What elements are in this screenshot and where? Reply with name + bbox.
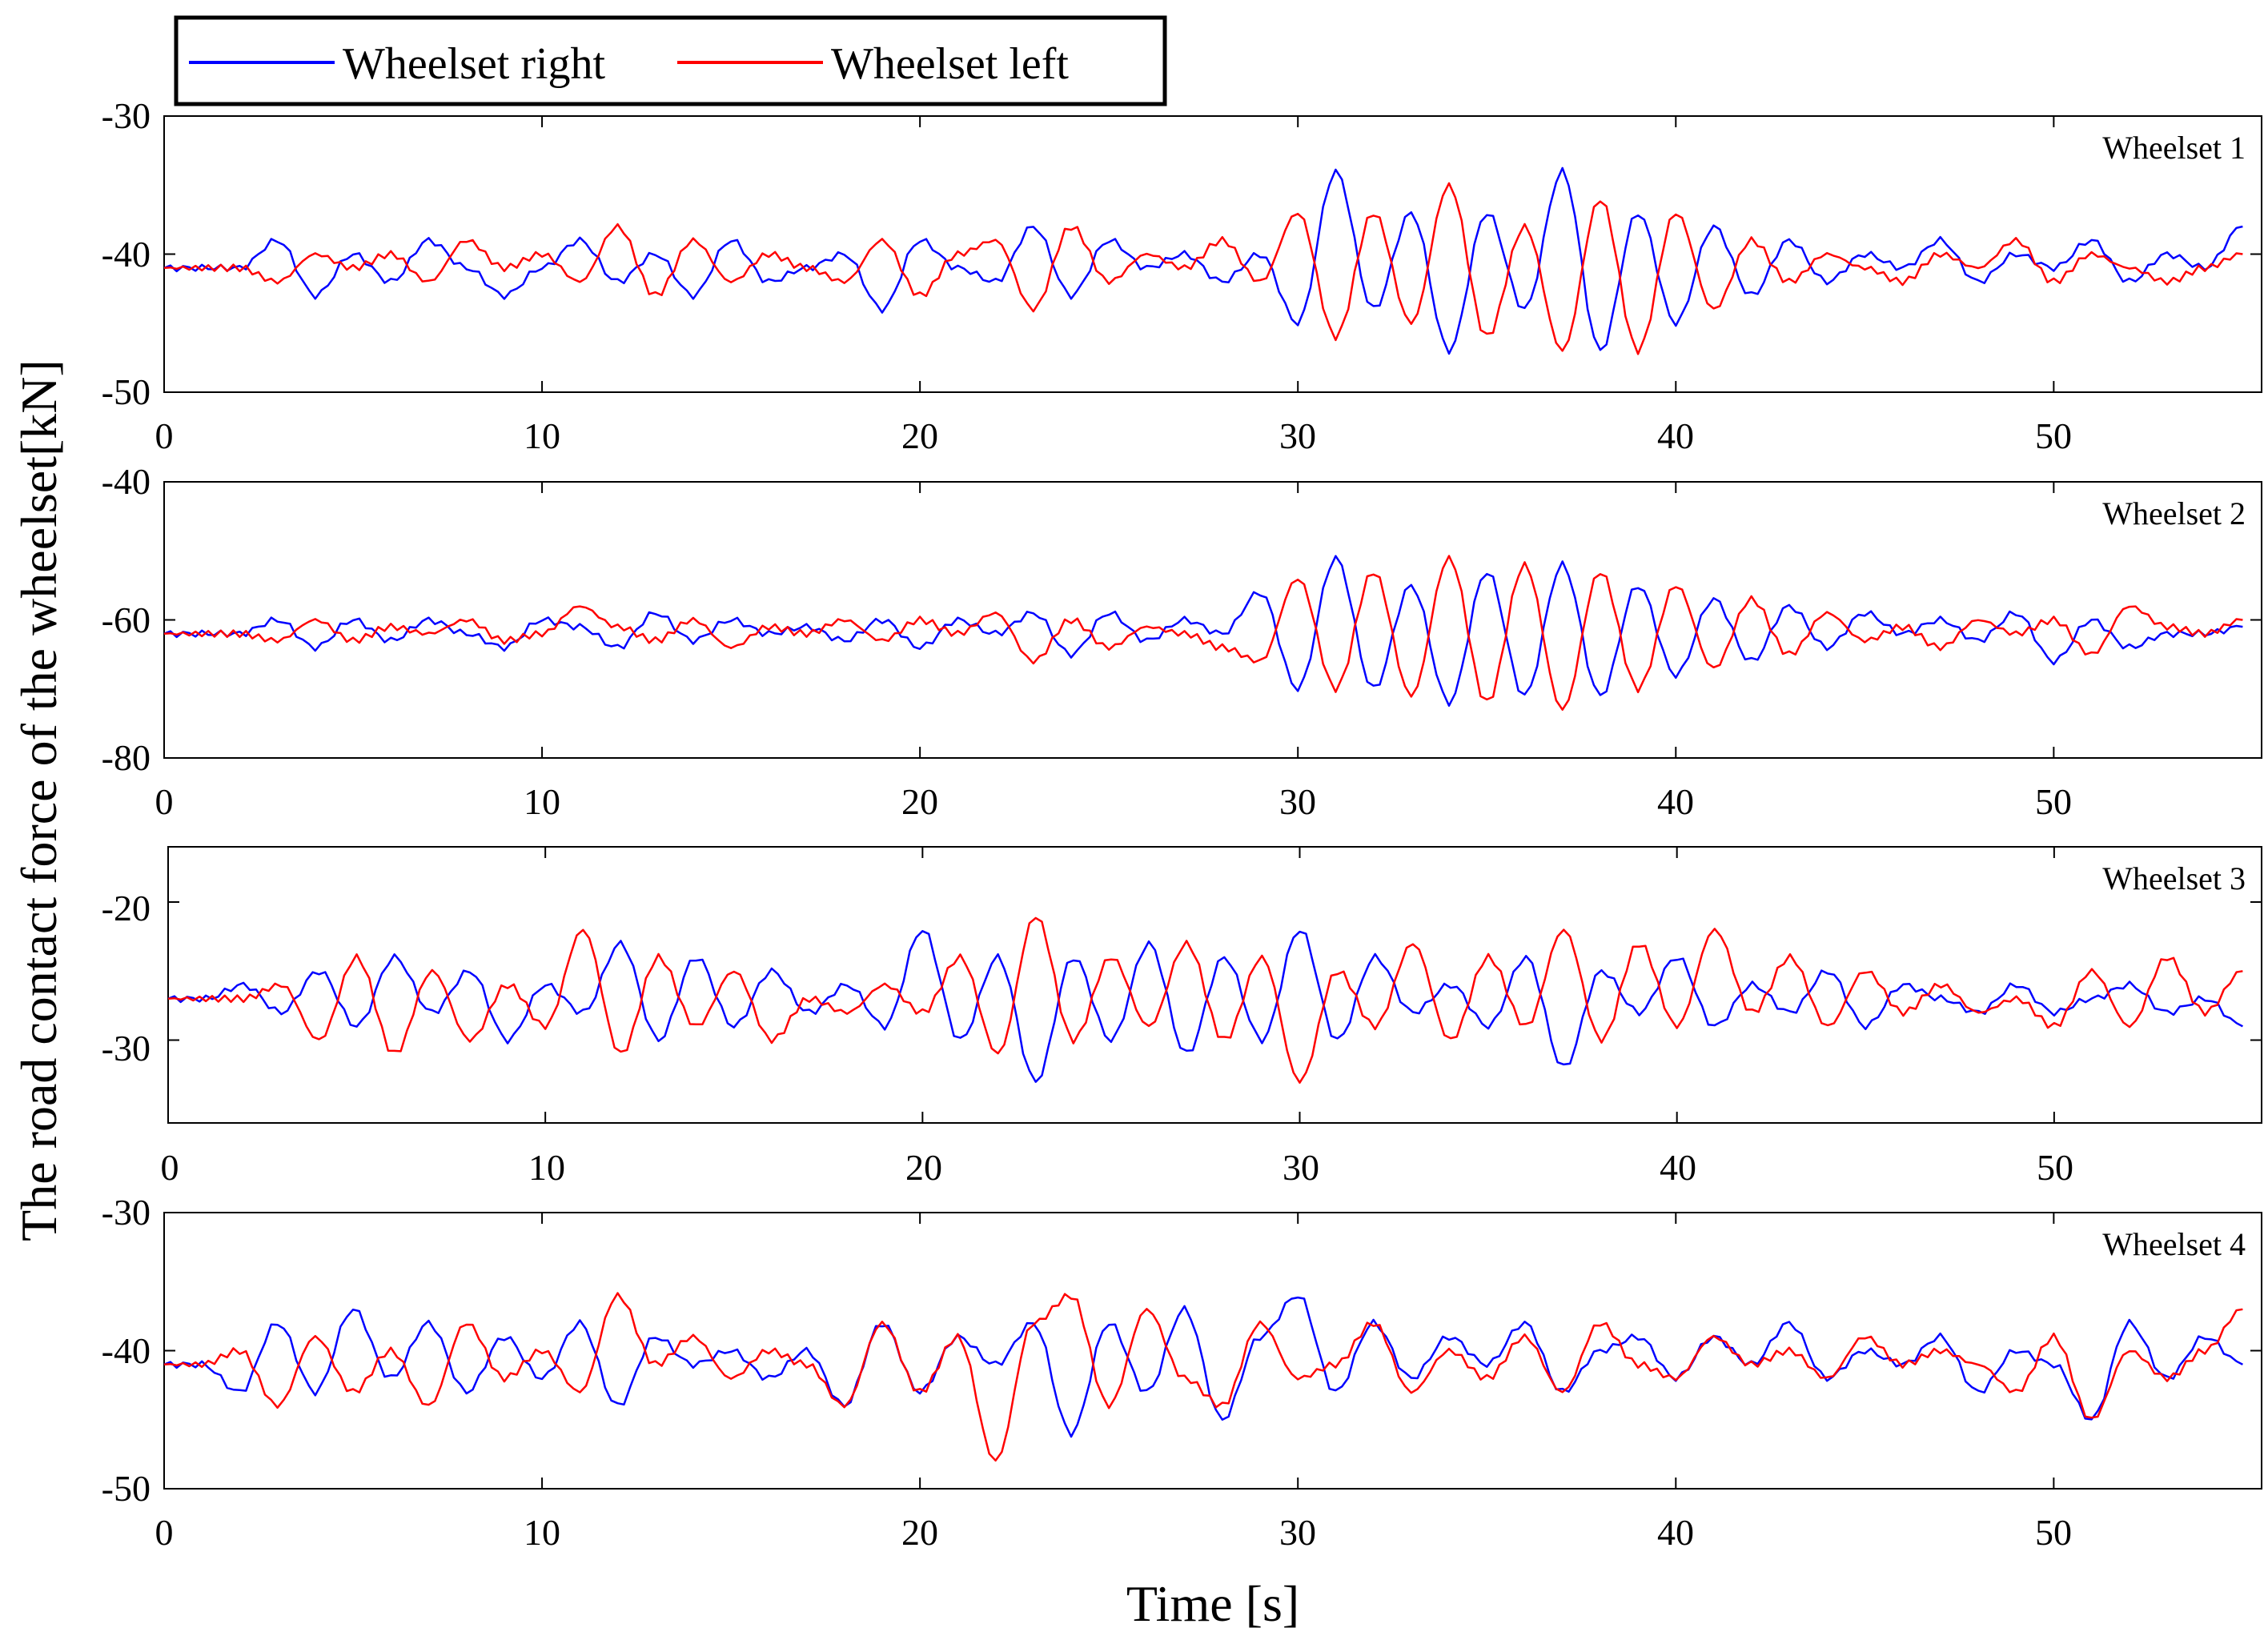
- legend-label-left: Wheelset left: [831, 39, 1069, 89]
- x-tick-label: 20: [901, 1512, 938, 1553]
- panel-wheelset-3: Wheelset 3 -30 -20 0 10 20 30 40 50: [102, 846, 2262, 1188]
- x-tick-label: 0: [155, 1512, 174, 1553]
- y-tick-label: -30: [102, 1028, 151, 1069]
- y-tick-label: -20: [102, 888, 151, 928]
- y-axis-title: The road contact force of the wheelset[k…: [10, 359, 67, 1241]
- panel-label-1: Wheelset 1: [2102, 130, 2246, 166]
- x-tick-label: 50: [2035, 415, 2072, 456]
- legend-label-right: Wheelset right: [343, 39, 606, 89]
- x-tick-label: 20: [901, 781, 938, 822]
- series-line-wheelset-right: [167, 930, 2243, 1083]
- x-tick-label: 50: [2035, 781, 2072, 822]
- legend-box: [174, 15, 1167, 106]
- x-ticks-4: 0 10 20 30 40 50: [155, 1512, 2073, 1553]
- x-tick-label: 30: [1283, 1147, 1319, 1188]
- legend: Wheelset right Wheelset left: [174, 15, 1167, 106]
- x-ticks-2: 0 10 20 30 40 50: [155, 781, 2073, 822]
- series-line-wheelset-left: [167, 916, 2243, 1084]
- x-tick-label: 50: [2035, 1512, 2072, 1553]
- series-line-wheelset-right: [163, 1296, 2243, 1438]
- series-line-wheelset-left: [163, 182, 2243, 355]
- y-tick-label: -60: [102, 599, 151, 640]
- series-line-wheelset-left: [163, 1292, 2243, 1462]
- x-tick-label: 10: [524, 415, 560, 456]
- y-tick-label: -40: [102, 1330, 151, 1371]
- x-tick-label: 50: [2037, 1147, 2073, 1188]
- panel-wheelset-4: Wheelset 4 -50 -40 -30 0 10 20 30 40 50: [102, 1192, 2262, 1553]
- x-tick-label: 30: [1279, 781, 1316, 822]
- series-layer-4: [163, 1292, 2243, 1462]
- x-tick-label: 40: [1657, 781, 1694, 822]
- panel-wheelset-1: Wheelset 1 -50 -40 -30 0 10 20 30 40 50: [102, 95, 2262, 456]
- x-tick-label: 40: [1660, 1147, 1696, 1188]
- series-layer-3: [167, 916, 2243, 1084]
- x-tick-label: 0: [155, 415, 174, 456]
- panel-label-4: Wheelset 4: [2102, 1226, 2246, 1262]
- x-ticks-3: 0 10 20 30 40 50: [161, 1147, 2074, 1188]
- series-layer-1: [163, 166, 2243, 355]
- series-line-wheelset-right: [163, 166, 2243, 355]
- y-tick-label: -50: [102, 371, 151, 412]
- x-tick-label: 20: [901, 415, 938, 456]
- panel-label-3: Wheelset 3: [2102, 860, 2246, 896]
- x-tick-label: 20: [905, 1147, 942, 1188]
- panel-wheelset-2: Wheelset 2 -80 -60 -40 0 10 20 30 40 50: [102, 461, 2262, 822]
- panel-label-2: Wheelset 2: [2102, 495, 2246, 531]
- x-tick-label: 0: [155, 781, 174, 822]
- y-tick-label: -40: [102, 461, 151, 502]
- series-line-wheelset-right: [163, 555, 2243, 707]
- plot-area-2: [163, 481, 2262, 759]
- plot-area-3: [167, 846, 2262, 1124]
- x-tick-label: 30: [1279, 415, 1316, 456]
- x-axis-title: Time [s]: [1126, 1575, 1299, 1632]
- x-tick-label: 0: [161, 1147, 179, 1188]
- y-ticks-2: -80 -60 -40: [102, 461, 151, 778]
- y-tick-label: -80: [102, 737, 151, 778]
- y-ticks-4: -50 -40 -30: [102, 1192, 151, 1509]
- plot-area-4: [163, 1212, 2262, 1490]
- series-line-wheelset-left: [163, 555, 2243, 711]
- x-ticks-1: 0 10 20 30 40 50: [155, 415, 2073, 456]
- x-tick-label: 10: [528, 1147, 565, 1188]
- y-ticks-3: -30 -20: [102, 888, 151, 1069]
- y-ticks-1: -50 -40 -30: [102, 95, 151, 412]
- x-tick-label: 10: [524, 781, 560, 822]
- x-tick-label: 30: [1279, 1512, 1316, 1553]
- x-tick-label: 40: [1657, 1512, 1694, 1553]
- y-tick-label: -40: [102, 234, 151, 275]
- series-layer-2: [163, 555, 2243, 711]
- y-tick-label: -50: [102, 1468, 151, 1509]
- y-tick-label: -30: [102, 1192, 151, 1233]
- x-tick-label: 40: [1657, 415, 1694, 456]
- x-tick-label: 10: [524, 1512, 560, 1553]
- y-tick-label: -30: [102, 95, 151, 136]
